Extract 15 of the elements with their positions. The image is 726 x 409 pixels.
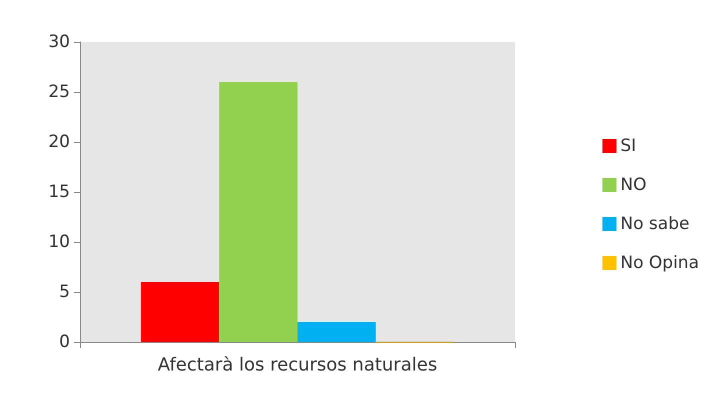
bar <box>140 282 220 342</box>
bar <box>298 322 376 342</box>
legend-label: SI <box>620 136 636 156</box>
x-tick-label: Afectarà los recursos naturales <box>158 354 438 376</box>
y-tick-label: 10 <box>48 232 70 252</box>
bar <box>219 82 298 342</box>
y-tick-label: 25 <box>48 82 70 102</box>
legend-label: No Opina <box>620 253 699 273</box>
y-tick-label: 5 <box>59 282 70 302</box>
legend-label: NO <box>620 175 646 195</box>
y-tick-label: 30 <box>48 32 70 52</box>
legend-label: No sabe <box>620 214 690 234</box>
y-tick-label: 15 <box>48 182 70 202</box>
y-tick-label: 20 <box>48 132 70 152</box>
y-tick-label: 0 <box>59 332 70 352</box>
